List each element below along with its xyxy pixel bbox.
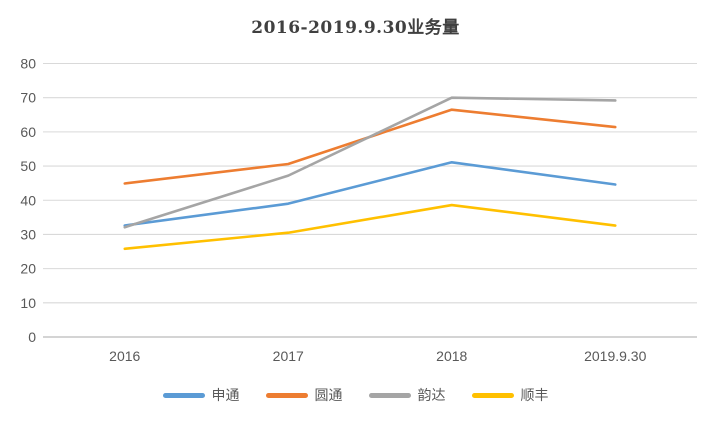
chart-title: 2016-2019.9.30业务量 [251, 18, 460, 38]
series-line-2 [123, 96, 617, 229]
x-axis-tick-label: 2016 [109, 348, 140, 364]
chart-legend: 申通 圆通 韵达 顺丰 [0, 388, 711, 402]
y-axis-tick-label: 80 [20, 56, 36, 72]
legend-label: 圆通 [314, 387, 343, 403]
legend-item-3: 顺丰 [471, 387, 549, 403]
legend-item-2: 韵达 [368, 387, 446, 403]
y-axis-tick-label: 10 [20, 295, 36, 311]
legend-item-1: 圆通 [265, 387, 343, 403]
series-line-0 [123, 161, 617, 227]
y-axis-tick-label: 30 [20, 226, 36, 242]
y-axis-tick-label: 70 [20, 90, 36, 106]
x-axis-tick-label: 2019.9.30 [584, 348, 646, 364]
x-axis-tick-label: 2017 [273, 348, 304, 364]
legend-label: 顺丰 [520, 387, 549, 403]
legend-swatch-icon [162, 392, 205, 398]
legend-swatch-icon [368, 392, 411, 398]
plot-area: 0 10 20 30 40 50 60 70 80 2016 2017 2018 2019.9.30 [20, 56, 697, 364]
legend-item-0: 申通 [162, 387, 240, 403]
series-line-3 [123, 203, 617, 251]
y-axis-tick-label: 50 [20, 158, 36, 174]
y-axis-tick-label: 20 [20, 261, 36, 277]
y-axis-tick-label: 60 [20, 124, 36, 140]
legend-swatch-icon [471, 392, 514, 398]
legend-label: 申通 [211, 387, 240, 403]
legend-swatch-icon [265, 392, 308, 398]
series-line-1 [123, 108, 617, 185]
y-axis-tick-label: 0 [28, 329, 36, 345]
legend-label: 韵达 [417, 387, 446, 403]
y-axis-tick-label: 40 [20, 192, 36, 208]
x-axis-tick-label: 2018 [436, 348, 467, 364]
